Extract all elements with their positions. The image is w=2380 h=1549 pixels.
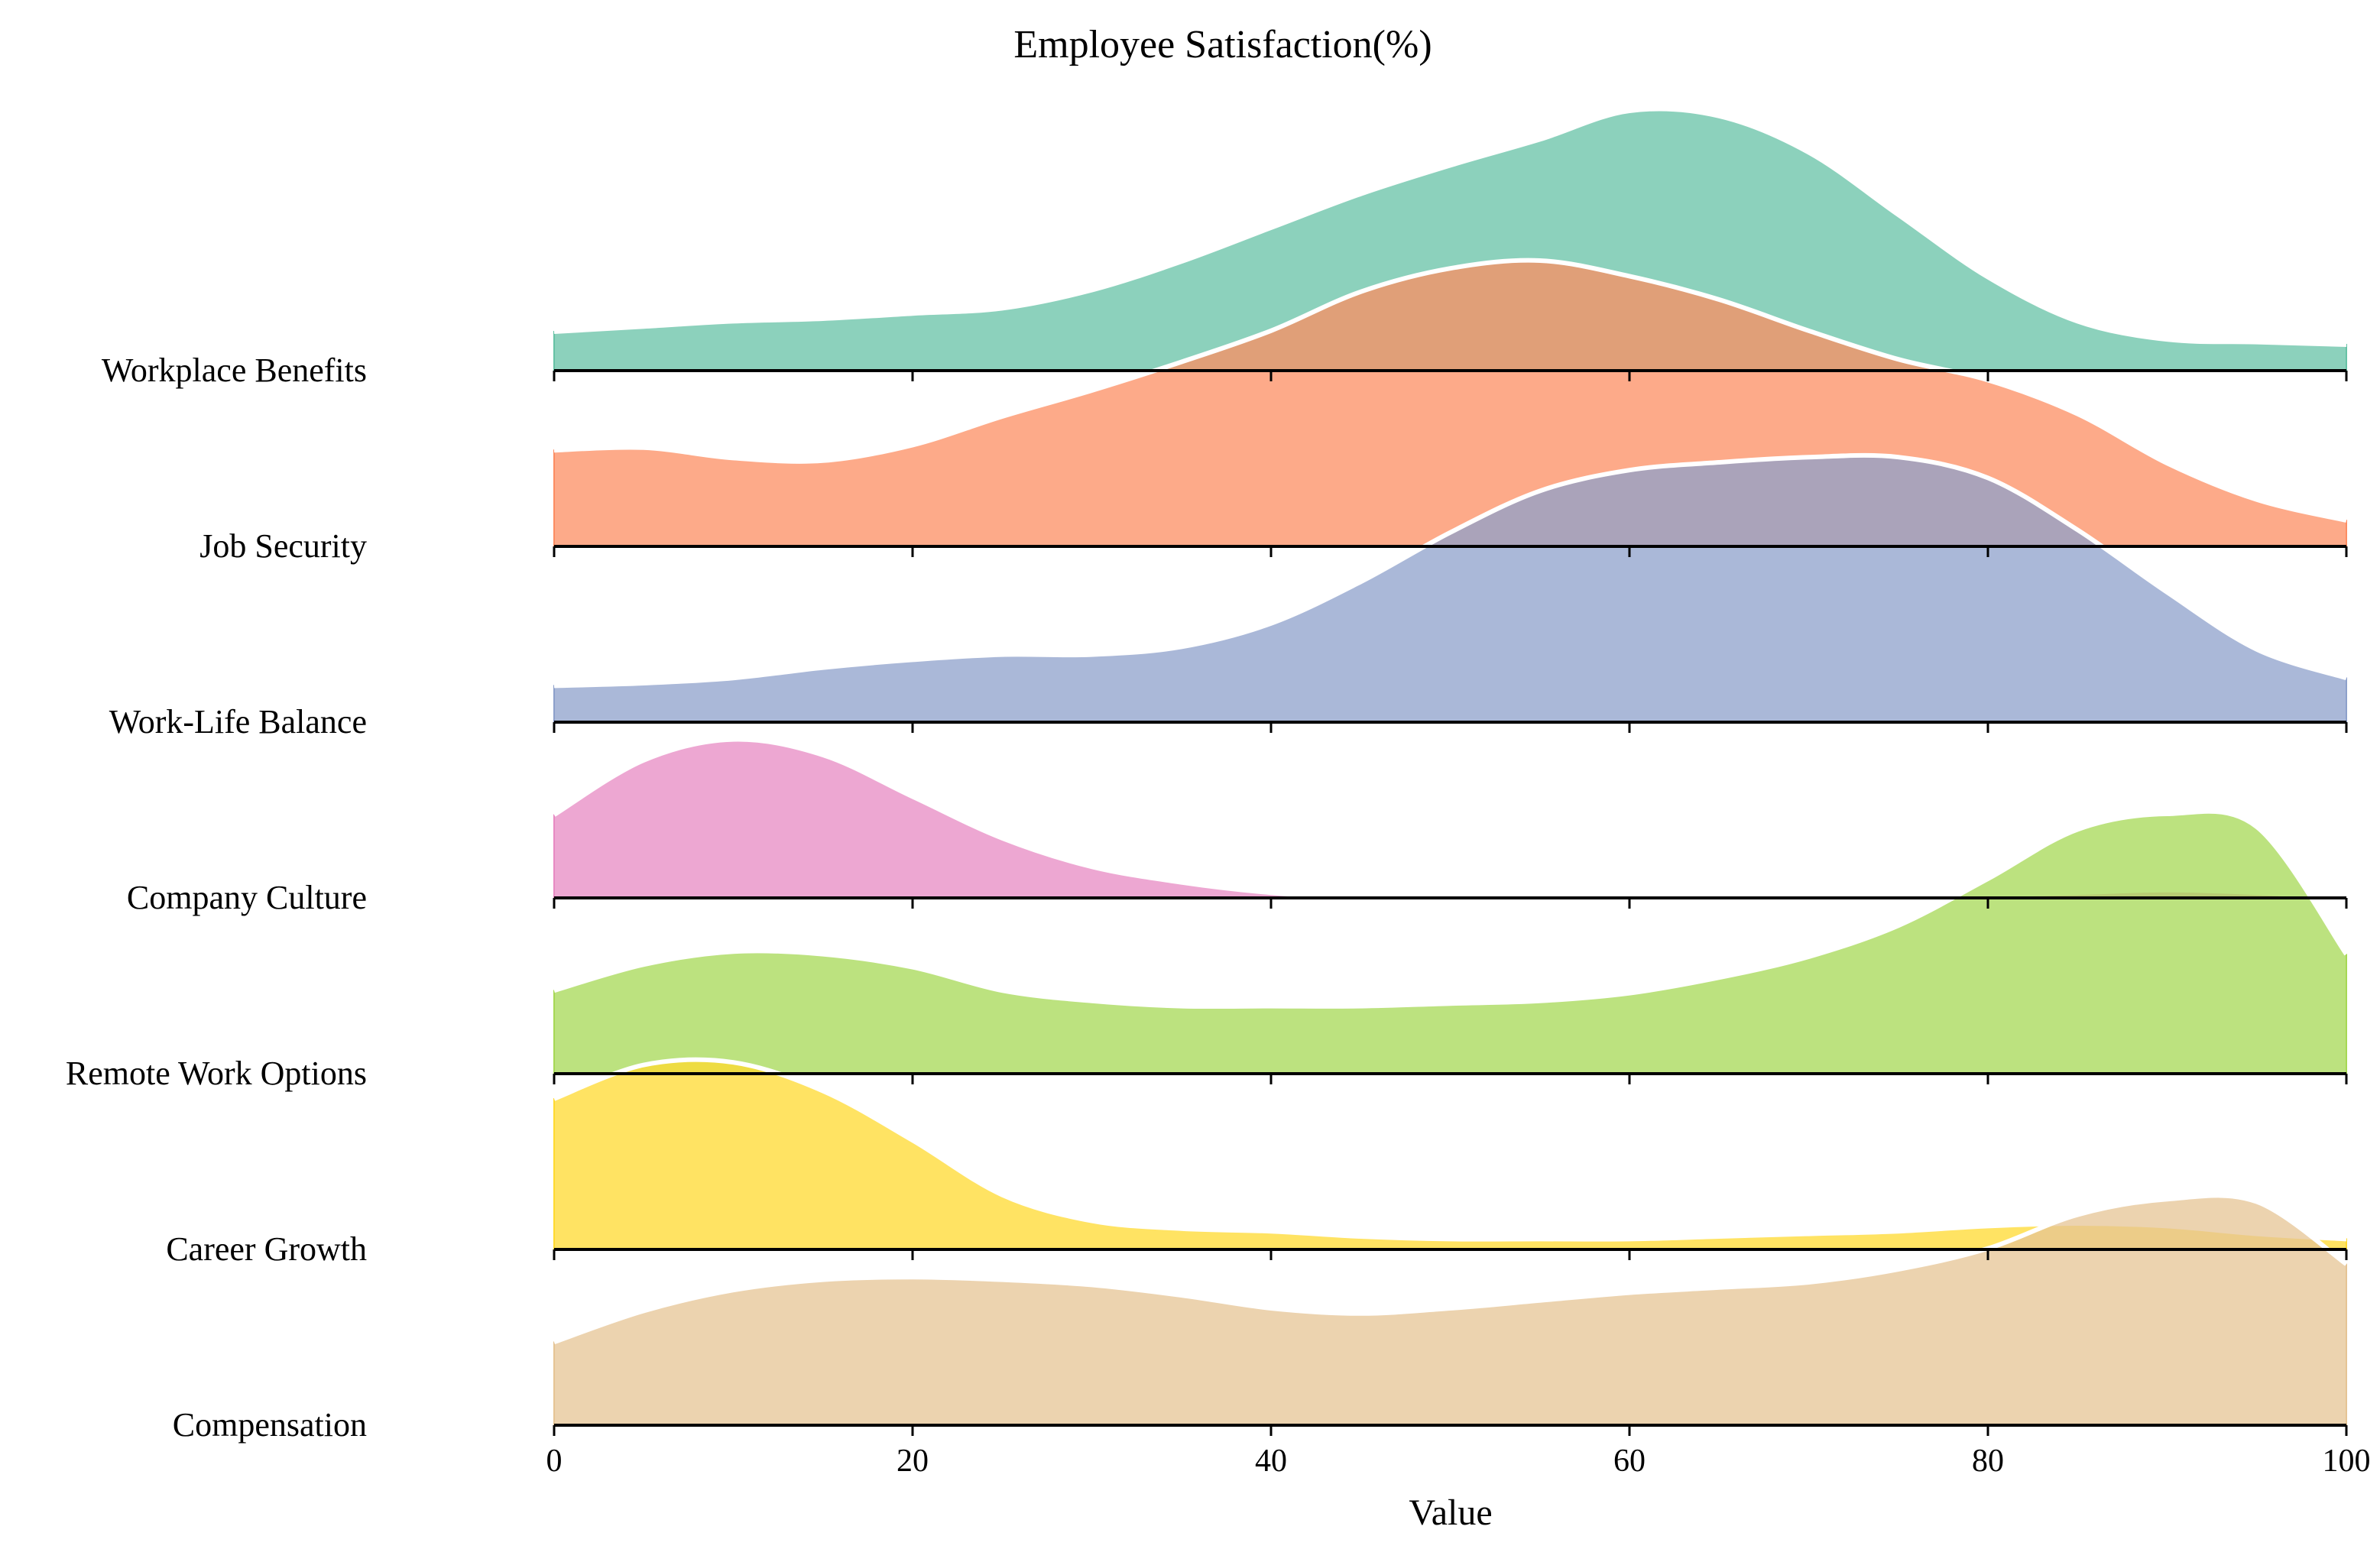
category-label-work-life-balance: Work-Life Balance bbox=[109, 703, 367, 740]
chart-title: Employee Satisfaction(%) bbox=[1013, 23, 1432, 66]
ridge-outline-remote-work-options bbox=[553, 809, 2349, 1009]
x-tick-label: 20 bbox=[897, 1444, 929, 1479]
ridge-outline-work-life-balance bbox=[553, 452, 2347, 689]
ridge-outline-workplace-benefits bbox=[553, 106, 2347, 347]
category-label-compensation: Compensation bbox=[173, 1406, 367, 1444]
category-label-career-growth: Career Growth bbox=[166, 1230, 367, 1268]
ridge-work-life-balance bbox=[553, 452, 2347, 723]
x-tick-label: 80 bbox=[1972, 1444, 2004, 1479]
category-label-company-culture: Company Culture bbox=[127, 879, 367, 916]
ridge-area-job-security bbox=[553, 259, 2347, 547]
x-tick-label: 40 bbox=[1255, 1444, 1287, 1479]
x-axis-ticks: 0 20 40 60 80 100 bbox=[546, 369, 2371, 1479]
x-axis-label: Value bbox=[1409, 1492, 1492, 1533]
ridge-remote-work-options bbox=[553, 809, 2349, 1074]
category-label-remote-work-options: Remote Work Options bbox=[66, 1055, 367, 1092]
x-tick-label: 60 bbox=[1613, 1444, 1646, 1479]
ridge-outline-compensation bbox=[553, 1193, 2348, 1345]
ridges-group bbox=[553, 106, 2349, 1426]
ridge-job-security bbox=[553, 258, 2347, 547]
y-category-labels: Workplace Benefits Job Security Work-Life … bbox=[66, 352, 367, 1444]
ridge-compensation bbox=[553, 1193, 2348, 1426]
x-tick-label: 100 bbox=[2323, 1444, 2371, 1479]
x-tick-label: 0 bbox=[546, 1444, 563, 1479]
category-label-workplace-benefits: Workplace Benefits bbox=[102, 352, 367, 389]
ridge-outline-job-security bbox=[553, 258, 2347, 523]
category-label-job-security: Job Security bbox=[199, 527, 367, 565]
ridge-outline-career-growth bbox=[553, 1057, 2347, 1242]
ridge-workplace-benefits bbox=[553, 106, 2347, 371]
